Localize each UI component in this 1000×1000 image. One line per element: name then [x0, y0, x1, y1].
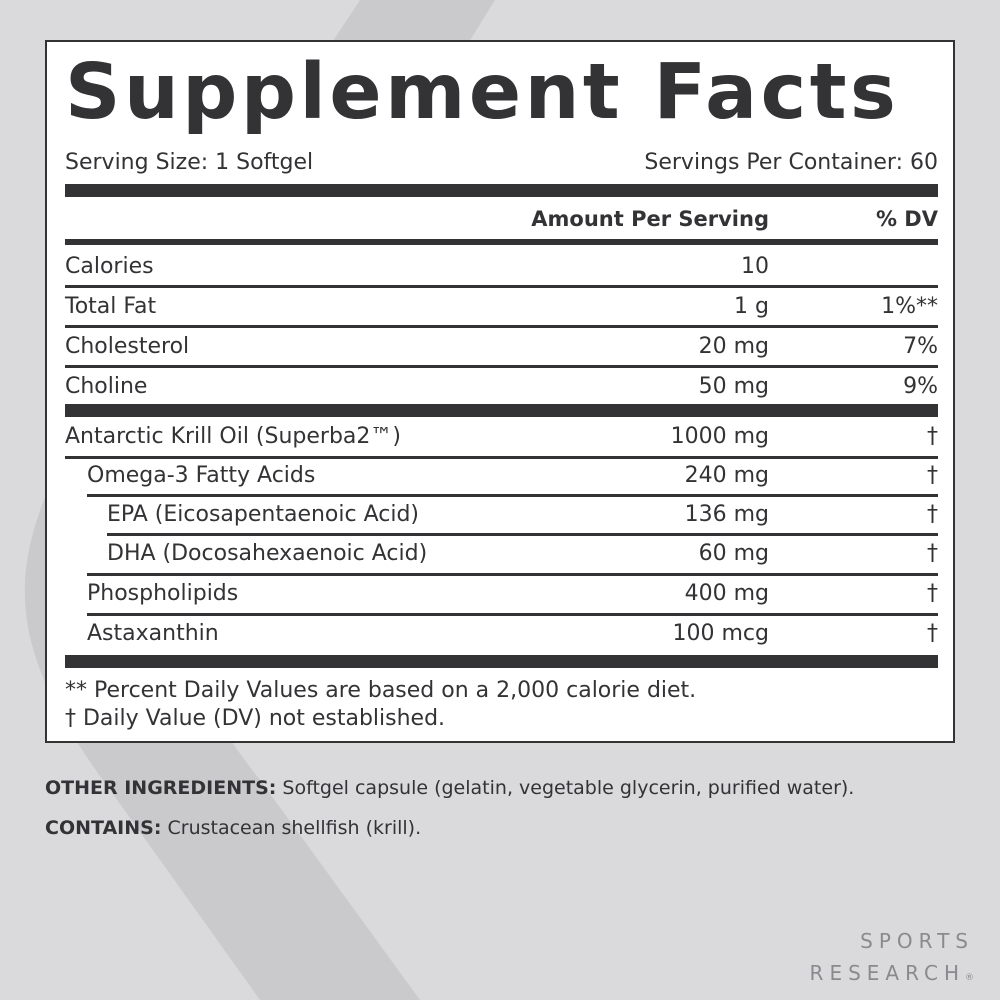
- brand-logo-line2: RESEARCH®: [810, 960, 974, 991]
- nutrient-amount: 240 mg: [684, 463, 769, 488]
- nutrient-amount: 100 mcg: [672, 621, 769, 646]
- contains-label: CONTAINS:: [45, 817, 162, 839]
- nutrient-name: Astaxanthin: [87, 621, 219, 646]
- nutrient-amount: 400 mg: [684, 581, 769, 606]
- divider-thick: [65, 184, 938, 197]
- footnote-dv-not-established: † Daily Value (DV) not established.: [65, 706, 446, 731]
- nutrient-amount: 1000 mg: [670, 424, 769, 449]
- nutrient-dv: †: [927, 541, 938, 566]
- nutrient-amount: 1 g: [734, 294, 769, 319]
- divider-thick: [65, 404, 938, 417]
- supplement-facts-panel: Supplement Facts Serving Size: 1 Softgel…: [45, 40, 955, 743]
- servings-per-container: Servings Per Container: 60: [644, 150, 938, 175]
- nutrient-dv: †: [927, 502, 938, 527]
- nutrient-dv: 9%: [903, 374, 938, 399]
- nutrient-name: DHA (Docosahexaenoic Acid): [107, 541, 428, 566]
- other-ingredients: OTHER INGREDIENTS: Softgel capsule (gela…: [45, 776, 854, 800]
- nutrient-amount: 20 mg: [698, 334, 769, 359]
- nutrient-dv: 7%: [903, 334, 938, 359]
- nutrient-name: EPA (Eicosapentaenoic Acid): [107, 502, 420, 527]
- nutrient-dv: †: [927, 581, 938, 606]
- panel-title: Supplement Facts: [65, 48, 900, 137]
- nutrient-amount: 10: [741, 254, 769, 279]
- nutrient-name: Cholesterol: [65, 334, 190, 359]
- dv-header: % DV: [875, 207, 938, 231]
- nutrient-name: Phospholipids: [87, 581, 239, 606]
- brand-logo-line1: SPORTS: [860, 929, 974, 953]
- nutrient-amount: 136 mg: [684, 502, 769, 527]
- row-divider: [65, 456, 938, 459]
- nutrient-name: Omega-3 Fatty Acids: [87, 463, 316, 488]
- nutrient-name: Total Fat: [65, 294, 157, 319]
- contains: CONTAINS: Crustacean shellfish (krill).: [45, 816, 421, 840]
- nutrient-amount: 50 mg: [698, 374, 769, 399]
- nutrient-dv: †: [927, 463, 938, 488]
- registered-mark: ®: [965, 973, 974, 983]
- divider-medium: [65, 239, 938, 245]
- row-divider: [87, 613, 938, 616]
- row-divider: [65, 325, 938, 328]
- contains-text: Crustacean shellfish (krill).: [161, 817, 422, 839]
- nutrient-amount: 60 mg: [698, 541, 769, 566]
- serving-size: Serving Size: 1 Softgel: [65, 150, 314, 175]
- divider-thick: [65, 655, 938, 668]
- row-divider: [65, 285, 938, 288]
- nutrient-dv: 1%**: [881, 294, 938, 319]
- nutrient-dv: †: [927, 621, 938, 646]
- footnote-dv-basis: ** Percent Daily Values are based on a 2…: [65, 678, 697, 703]
- row-divider: [87, 494, 938, 497]
- nutrient-dv: †: [927, 424, 938, 449]
- brand-name: RESEARCH: [809, 961, 965, 985]
- other-ingredients-text: Softgel capsule (gelatin, vegetable glyc…: [276, 777, 855, 799]
- row-divider: [87, 573, 938, 576]
- background-stripe: [24, 0, 495, 1000]
- nutrient-name: Calories: [65, 254, 154, 279]
- amount-header: Amount Per Serving: [531, 207, 769, 231]
- row-divider: [65, 365, 938, 368]
- nutrient-name: Choline: [65, 374, 148, 399]
- row-divider: [107, 533, 938, 536]
- other-ingredients-label: OTHER INGREDIENTS:: [45, 777, 277, 799]
- nutrient-name: Antarctic Krill Oil (Superba2™): [65, 424, 401, 449]
